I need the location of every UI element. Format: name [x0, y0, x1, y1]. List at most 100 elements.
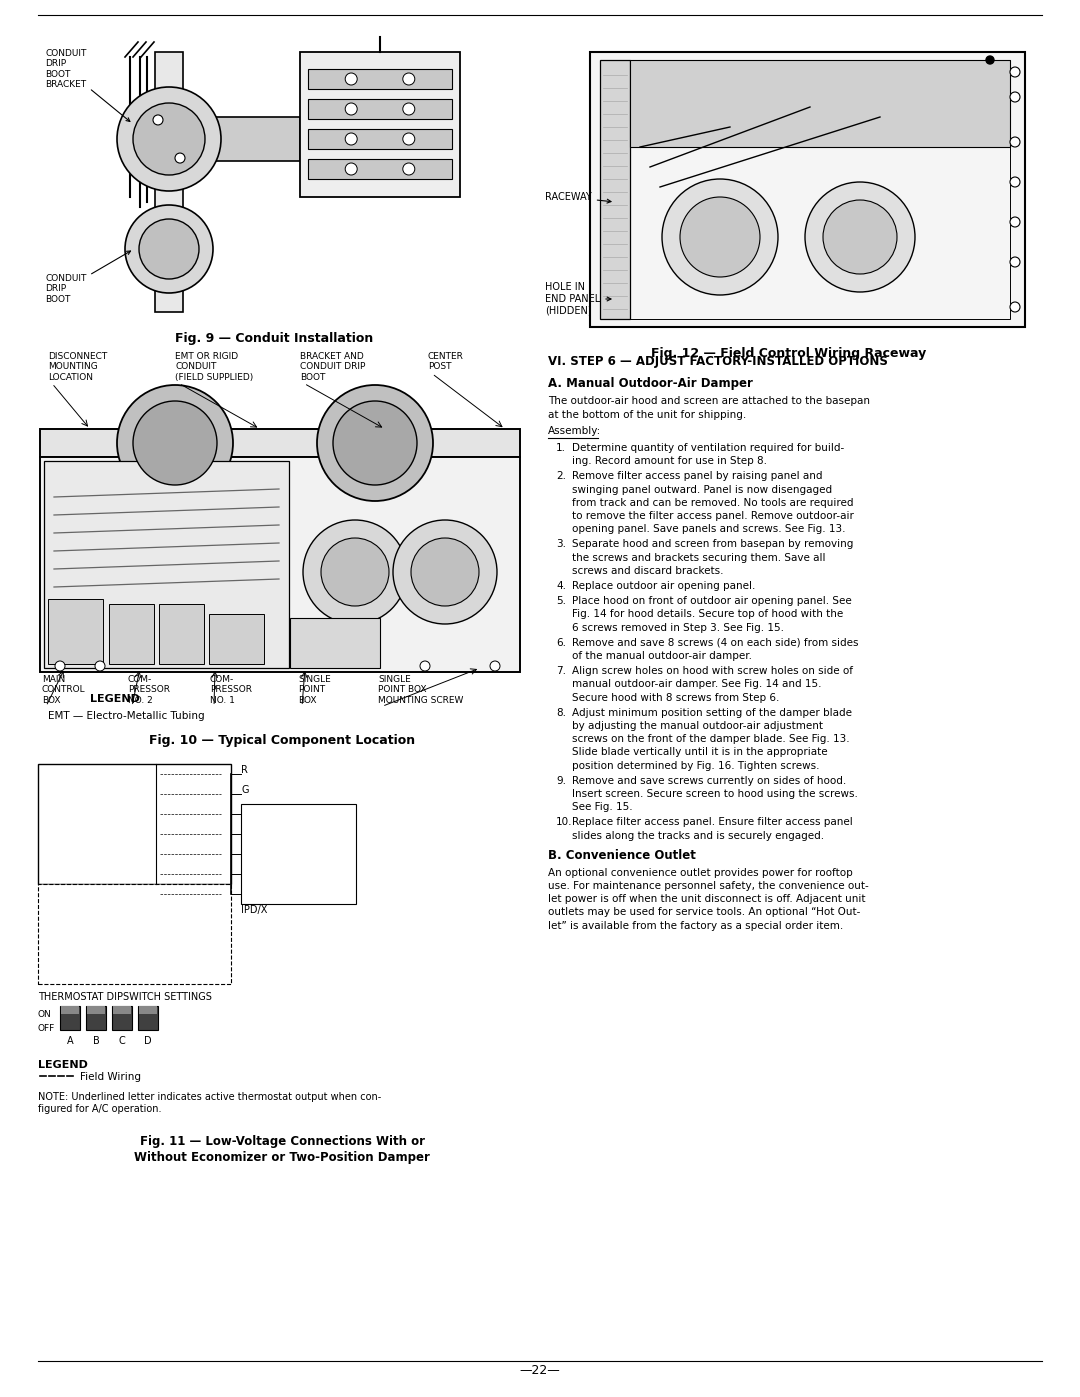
Text: SINGLE
POINT BOX
MOUNTING SCREW: SINGLE POINT BOX MOUNTING SCREW — [378, 675, 463, 705]
Bar — [40, 457, 519, 672]
Text: COOL STAGE 1: COOL STAGE 1 — [41, 766, 112, 775]
Text: NOTE: Underlined letter indicates active thermostat output when con-
figured for: NOTE: Underlined letter indicates active… — [38, 1092, 381, 1115]
Text: 6 screws removed in Step 3. See Fig. 15.: 6 screws removed in Step 3. See Fig. 15. — [572, 623, 784, 633]
Bar — [112, 1006, 132, 1030]
Text: Y1: Y1 — [241, 805, 253, 814]
Circle shape — [420, 661, 430, 671]
Bar — [600, 60, 630, 319]
Text: Fig. 12 — Field Control Wiring Raceway: Fig. 12 — Field Control Wiring Raceway — [651, 346, 927, 360]
Text: LEGEND: LEGEND — [38, 1060, 87, 1070]
Text: 4.: 4. — [556, 581, 566, 591]
Bar — [139, 1006, 157, 1014]
Text: G: G — [241, 785, 248, 795]
Bar — [630, 60, 1010, 319]
Text: BRACKET AND
CONDUIT DRIP
BOOT: BRACKET AND CONDUIT DRIP BOOT — [300, 352, 365, 381]
Text: slides along the tracks and is securely engaged.: slides along the tracks and is securely … — [572, 831, 824, 841]
Text: by adjusting the manual outdoor-air adjustment: by adjusting the manual outdoor-air adju… — [572, 721, 823, 731]
Circle shape — [117, 386, 233, 502]
Text: ON: ON — [38, 1010, 52, 1018]
Text: 10.: 10. — [556, 817, 572, 827]
Text: CONDUIT
DRIP
BOOT
BRACKET: CONDUIT DRIP BOOT BRACKET — [45, 49, 130, 122]
Text: to remove the filter access panel. Remove outdoor-air: to remove the filter access panel. Remov… — [572, 511, 854, 521]
Circle shape — [403, 103, 415, 115]
Circle shape — [133, 103, 205, 175]
Circle shape — [321, 538, 389, 606]
Text: An optional convenience outlet provides power for rooftop: An optional convenience outlet provides … — [548, 868, 853, 877]
Text: W1: W1 — [241, 845, 257, 855]
Bar — [159, 604, 204, 664]
Text: Fig. 11 — Low-Voltage Connections With or
Without Economizer or Two-Position Dam: Fig. 11 — Low-Voltage Connections With o… — [134, 1134, 430, 1164]
Circle shape — [333, 401, 417, 485]
Bar — [38, 884, 231, 983]
Circle shape — [346, 73, 357, 85]
Text: outlets may be used for service tools. An optional “Hot Out-: outlets may be used for service tools. A… — [548, 908, 861, 918]
Text: opening panel. Save panels and screws. See Fig. 13.: opening panel. Save panels and screws. S… — [572, 524, 846, 534]
Bar — [38, 764, 231, 884]
Text: OFF: OFF — [38, 1024, 55, 1032]
Text: COM-
PRESSOR
NO. 2: COM- PRESSOR NO. 2 — [129, 675, 170, 705]
Circle shape — [490, 661, 500, 671]
Text: Separate hood and screen from basepan by removing: Separate hood and screen from basepan by… — [572, 539, 853, 549]
Text: CONDUIT
DRIP
BOOT: CONDUIT DRIP BOOT — [45, 251, 131, 303]
Text: Remove and save screws currently on sides of hood.: Remove and save screws currently on side… — [572, 775, 847, 785]
Text: HOLE IN
END PANEL
(HIDDEN): HOLE IN END PANEL (HIDDEN) — [545, 282, 611, 316]
Text: FAN: FAN — [41, 785, 59, 795]
Text: Replace outdoor air opening panel.: Replace outdoor air opening panel. — [572, 581, 755, 591]
Text: Fig. 9 — Conduit Installation: Fig. 9 — Conduit Installation — [175, 332, 373, 345]
Text: S1: S1 — [160, 944, 172, 956]
Text: EMT — Electro-Metallic Tubing: EMT — Electro-Metallic Tubing — [48, 711, 204, 721]
Text: S2: S2 — [160, 965, 173, 975]
Text: let” is available from the factory as a special order item.: let” is available from the factory as a … — [548, 921, 843, 930]
Text: 7.: 7. — [556, 666, 566, 676]
Text: MAIN
CONTROL
BOX: MAIN CONTROL BOX — [42, 675, 85, 705]
Text: B: B — [93, 1037, 99, 1046]
Circle shape — [303, 520, 407, 624]
Text: position determined by Fig. 16. Tighten screws.: position determined by Fig. 16. Tighten … — [572, 760, 820, 771]
Bar — [308, 99, 453, 119]
Text: Replace filter access panel. Ensure filter access panel: Replace filter access panel. Ensure filt… — [572, 817, 853, 827]
Text: 8.: 8. — [556, 708, 566, 718]
Bar — [109, 604, 154, 664]
Text: EMT OR RIGID
CONDUIT
(FIELD SUPPLIED): EMT OR RIGID CONDUIT (FIELD SUPPLIED) — [175, 352, 253, 381]
Text: 3.: 3. — [556, 539, 566, 549]
Circle shape — [411, 538, 480, 606]
Text: HEAT STAGE 1: HEAT STAGE 1 — [41, 805, 110, 814]
Circle shape — [823, 200, 897, 274]
Text: 24 VAC HOT: 24 VAC HOT — [41, 865, 99, 875]
Text: OUTDOOR AIR: OUTDOOR AIR — [41, 944, 111, 956]
Text: C: C — [241, 886, 247, 895]
Text: THERMOSTAT DIPSWITCH SETTINGS: THERMOSTAT DIPSWITCH SETTINGS — [38, 992, 212, 1002]
Text: Slide blade vertically until it is in the appropriate: Slide blade vertically until it is in th… — [572, 747, 827, 757]
Text: use. For maintenance personnel safety, the convenience out-: use. For maintenance personnel safety, t… — [548, 882, 868, 891]
Text: W2: W2 — [241, 865, 257, 875]
Text: A. Manual Outdoor-Air Damper: A. Manual Outdoor-Air Damper — [548, 377, 753, 390]
Bar — [308, 68, 453, 89]
Circle shape — [346, 163, 357, 175]
Text: Insert screen. Secure screen to hood using the screws.: Insert screen. Secure screen to hood usi… — [572, 789, 858, 799]
Bar — [138, 1006, 158, 1030]
Text: WIRE
CONNECTIONS
TO
LOW-VOLTAGE
SECTION: WIRE CONNECTIONS TO LOW-VOLTAGE SECTION — [262, 805, 335, 863]
Text: 5.: 5. — [556, 597, 566, 606]
Text: Y2: Y2 — [241, 826, 253, 835]
Text: C: C — [160, 905, 166, 915]
Text: Remove and save 8 screws (4 on each side) from sides: Remove and save 8 screws (4 on each side… — [572, 638, 859, 648]
Circle shape — [805, 182, 915, 292]
Circle shape — [1010, 92, 1020, 102]
Text: let power is off when the unit disconnect is off. Adjacent unit: let power is off when the unit disconnec… — [548, 894, 865, 904]
Text: IPD/X: IPD/X — [241, 905, 268, 915]
Circle shape — [1010, 257, 1020, 267]
Text: Field Wiring: Field Wiring — [80, 1071, 141, 1083]
Circle shape — [139, 219, 199, 279]
Circle shape — [95, 661, 105, 671]
Text: CENTER
POST: CENTER POST — [428, 352, 464, 372]
Text: screws and discard brackets.: screws and discard brackets. — [572, 566, 724, 576]
Circle shape — [175, 154, 185, 163]
Bar — [86, 1006, 106, 1030]
Circle shape — [1010, 217, 1020, 226]
Bar — [183, 117, 300, 161]
Bar — [241, 805, 356, 904]
Text: 24 VAC COM: 24 VAC COM — [41, 905, 102, 915]
Text: G: G — [160, 785, 167, 795]
Text: R: R — [160, 865, 167, 875]
Text: SINGLE
POINT
BOX: SINGLE POINT BOX — [298, 675, 330, 705]
